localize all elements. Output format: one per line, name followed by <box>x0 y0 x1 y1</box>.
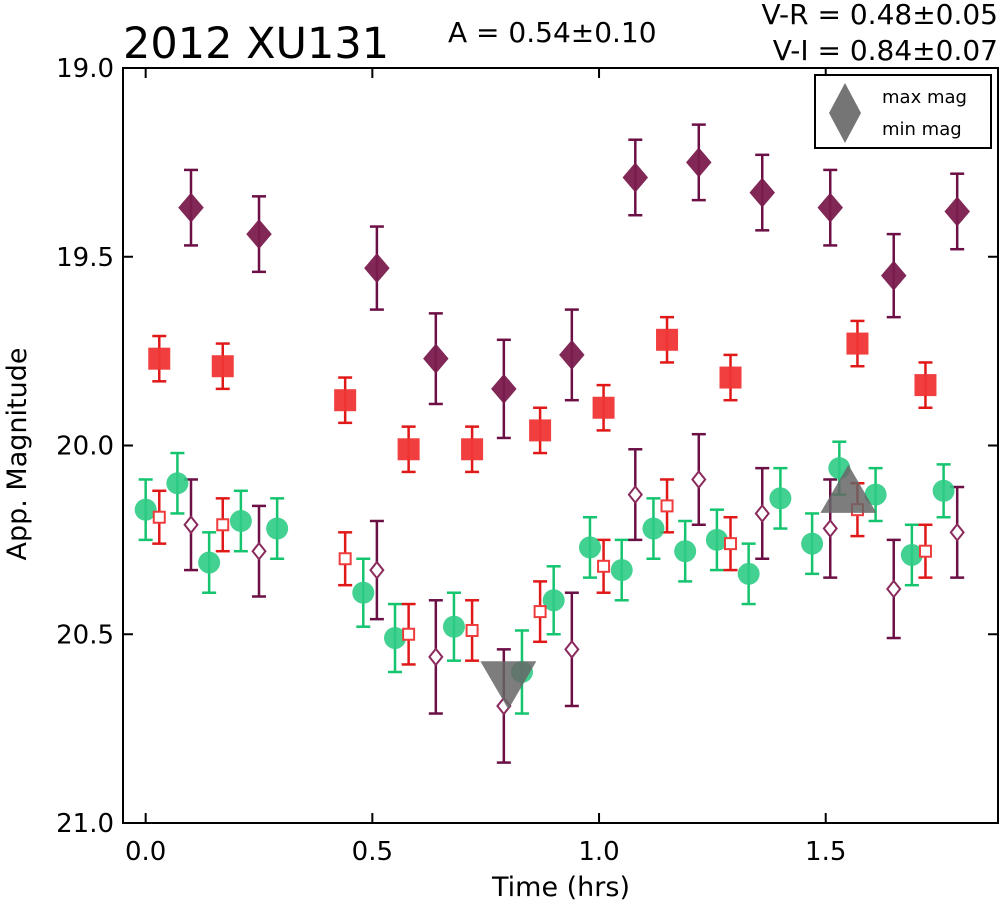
square-point <box>148 347 171 370</box>
circle-point <box>737 562 760 585</box>
open-square-point <box>465 623 479 637</box>
diamond-point <box>178 192 204 223</box>
diamond-point <box>749 177 775 208</box>
y-tick-label: 20.0 <box>56 432 114 462</box>
circle-point <box>134 498 157 521</box>
diamond-point <box>817 192 844 223</box>
square-point <box>461 438 484 461</box>
open-square-point <box>533 605 547 619</box>
error-bars <box>138 123 965 764</box>
x-tick-label: 0.0 <box>125 837 166 867</box>
legend-label-min: min mag <box>882 119 962 140</box>
square-point <box>397 438 420 461</box>
open-diamond-point <box>183 515 199 535</box>
legend: max mag min mag <box>814 74 992 149</box>
axis-ticks: 0.0 0.5 1.0 1.5 19.0 19.5 20.0 20.5 21.0 <box>56 54 998 867</box>
triangle-down-icon <box>829 113 861 143</box>
v-i-annotation: V-I = 0.84±0.07 <box>773 34 998 67</box>
circle-point <box>384 627 407 650</box>
open-diamond-point <box>369 560 385 580</box>
legend-label-max: max mag <box>882 87 967 108</box>
open-square-point <box>660 499 674 513</box>
triangle-up-icon <box>829 83 861 113</box>
open-diamond-point <box>428 647 444 667</box>
open-square-point <box>918 544 932 558</box>
square-point <box>846 332 869 355</box>
circle-point <box>705 528 728 551</box>
plot-frame <box>122 67 999 824</box>
open-diamond-point <box>691 469 707 490</box>
x-tick-label: 1.0 <box>578 837 619 867</box>
circle-point <box>610 559 633 582</box>
chart-title: 2012 XU131 <box>123 19 389 69</box>
open-diamond-point <box>886 579 902 599</box>
circle-point <box>442 615 465 638</box>
y-tick-label: 20.5 <box>56 620 114 650</box>
diamond-point <box>559 339 585 370</box>
circle-point <box>801 532 824 555</box>
x-axis-label: Time (hrs) <box>491 872 630 903</box>
open-square-point <box>152 510 166 524</box>
open-square-point <box>724 537 738 551</box>
open-diamond-point <box>251 541 267 561</box>
circle-point <box>198 551 221 574</box>
diamond-point <box>491 373 517 404</box>
circle-point <box>542 589 565 612</box>
open-square-point <box>597 559 611 573</box>
square-point <box>656 328 679 351</box>
open-diamond-point <box>754 503 770 524</box>
open-diamond-point <box>627 484 643 505</box>
diamond-point <box>686 147 712 178</box>
circle-point <box>900 543 923 566</box>
square-point <box>592 396 615 419</box>
open-diamond-point <box>564 639 580 659</box>
min-mag-marker <box>480 661 537 710</box>
diamond-point <box>364 253 390 284</box>
y-tick-label: 19.0 <box>56 54 114 84</box>
data-markers <box>134 147 970 716</box>
circle-point <box>674 540 697 563</box>
open-square-point <box>216 518 230 532</box>
y-tick-label: 21.0 <box>56 809 114 839</box>
square-point <box>719 366 742 389</box>
extrema-markers <box>480 464 877 710</box>
v-r-annotation: V-R = 0.48±0.05 <box>762 0 998 31</box>
x-tick-label: 0.5 <box>352 837 393 867</box>
diamond-point <box>880 260 907 291</box>
square-point <box>914 374 937 397</box>
circle-point <box>229 510 252 532</box>
square-point <box>334 389 357 412</box>
amplitude-annotation: A = 0.54±0.10 <box>448 16 657 49</box>
square-point <box>211 355 234 378</box>
x-tick-label: 1.5 <box>805 837 846 867</box>
open-diamond-point <box>822 518 838 539</box>
diamond-point <box>622 162 649 193</box>
max-mag-marker <box>820 464 877 513</box>
circle-point <box>769 487 792 510</box>
open-diamond-point <box>949 522 965 542</box>
open-square-point <box>338 552 352 566</box>
circle-point <box>932 479 955 502</box>
square-point <box>529 419 552 442</box>
circle-point <box>578 536 601 559</box>
open-square-point <box>402 627 416 641</box>
diamond-point <box>423 343 449 374</box>
y-tick-label: 19.5 <box>56 243 114 273</box>
circle-point <box>642 517 665 540</box>
circle-point <box>864 483 887 506</box>
circle-point <box>352 581 375 604</box>
diamond-point <box>944 196 970 227</box>
y-axis-label: App. Magnitude <box>2 348 33 561</box>
circle-point <box>266 517 289 540</box>
circle-point <box>166 472 189 495</box>
diamond-point <box>246 219 272 250</box>
